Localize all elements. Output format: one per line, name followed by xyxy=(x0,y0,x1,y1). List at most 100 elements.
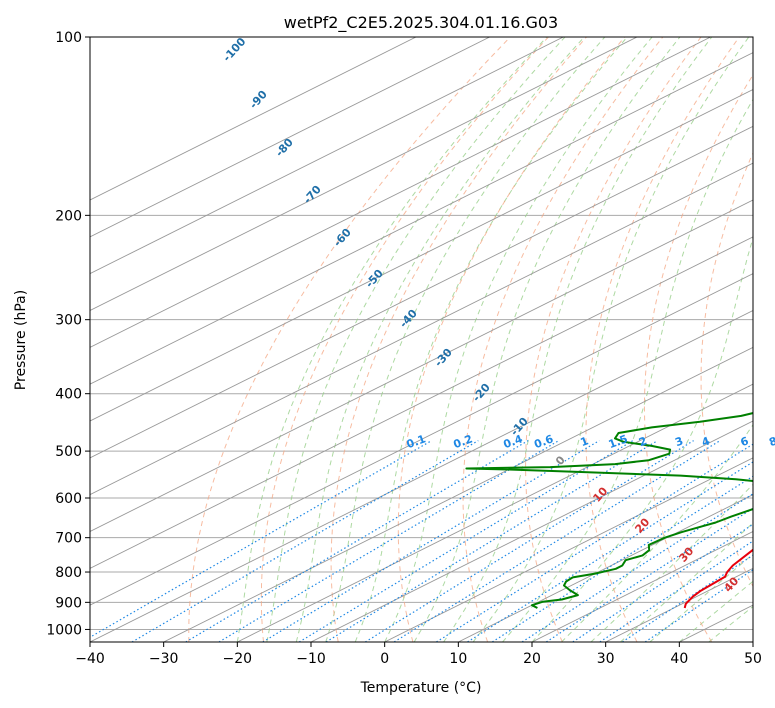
isotherm xyxy=(458,494,753,642)
isotherm xyxy=(90,37,417,201)
moist-adiabat xyxy=(354,37,628,642)
mixing-ratio-lines xyxy=(90,440,753,642)
moist-adiabat xyxy=(443,37,713,642)
isotherm xyxy=(90,37,564,275)
moist-adiabat xyxy=(502,98,753,642)
x-tick-label: 40 xyxy=(670,651,688,667)
mixing-ratio-label: 0.6 xyxy=(532,432,555,451)
y-tick-label: 100 xyxy=(55,30,82,46)
moist-adiabat xyxy=(295,37,585,642)
y-tick-label: 300 xyxy=(55,313,82,329)
moist-adiabat xyxy=(472,37,750,642)
x-tick-label: 30 xyxy=(597,651,615,667)
mixing-ratio-label: 1 xyxy=(579,434,591,449)
x-axis-ticks: −40 −30 −20 −10 0 10 20 30 40 50 xyxy=(75,642,762,667)
isotherm xyxy=(90,199,753,533)
mixing-ratio-line xyxy=(218,440,560,642)
dry-adiabat-label: 20 xyxy=(632,515,652,535)
mixing-ratio-line xyxy=(185,440,529,642)
y-axis-label: Pressure (hPa) xyxy=(13,290,29,390)
dry-adiabat xyxy=(756,37,775,642)
dry-adiabat xyxy=(260,37,549,642)
mixing-ratio-line xyxy=(298,440,634,642)
y-tick-label: 1000 xyxy=(46,622,82,638)
moist-adiabat xyxy=(708,605,753,642)
sounding-curves xyxy=(465,412,753,609)
plot-frame xyxy=(89,36,754,643)
y-tick-label: 700 xyxy=(55,531,82,547)
isotherm xyxy=(90,88,753,422)
isotherm xyxy=(90,37,638,311)
dry-adiabat xyxy=(525,37,702,642)
mixing-ratio-label: 8 xyxy=(767,434,775,449)
dry-adiabat xyxy=(700,151,753,588)
mixing-ratio-line xyxy=(262,440,600,642)
dry-adiabat-label: -90 xyxy=(247,88,270,112)
x-tick-label: −40 xyxy=(75,651,105,667)
dry-adiabat-label: -50 xyxy=(363,267,386,291)
x-tick-label: −10 xyxy=(296,651,326,667)
isotherm xyxy=(531,530,753,642)
mixing-ratio-label: 4 xyxy=(700,434,712,449)
y-tick-label: 900 xyxy=(55,595,82,611)
mixing-ratio-line xyxy=(622,554,753,642)
mixing-ratio-line xyxy=(545,507,753,642)
isotherm xyxy=(384,457,753,642)
isotherm xyxy=(90,236,753,569)
mixing-ratio-line xyxy=(467,461,753,642)
dry-adiabat-label: -100 xyxy=(220,35,248,64)
isotherm xyxy=(752,641,753,642)
moist-adiabat xyxy=(325,37,606,642)
mixing-ratio-line xyxy=(90,440,432,639)
x-tick-label: 10 xyxy=(449,651,467,667)
y-axis-ticks: 100 200 300 400 500 600 700 800 900 1000 xyxy=(46,30,90,638)
dry-adiabat xyxy=(188,37,511,642)
mixing-ratio-line xyxy=(436,443,753,642)
dry-adiabat xyxy=(585,37,740,642)
mixing-ratio-label: 0.1 xyxy=(405,432,428,451)
dry-adiabat-label: -40 xyxy=(397,307,420,331)
moist-adiabat xyxy=(678,580,753,642)
isotherm xyxy=(310,420,753,642)
x-axis-label: Temperature (°C) xyxy=(360,680,482,696)
isotherm xyxy=(237,383,753,642)
mixing-ratio-label: 2 xyxy=(637,434,649,449)
isobar-gridlines xyxy=(90,36,753,630)
moist-adiabat xyxy=(266,37,566,642)
isotherm xyxy=(90,309,753,642)
isotherm xyxy=(90,37,711,348)
moist-adiabat xyxy=(561,423,753,642)
y-tick-label: 800 xyxy=(55,565,82,581)
moist-adiabat xyxy=(531,236,753,642)
mixing-ratio-line xyxy=(491,475,753,642)
dry-adiabat-label: -80 xyxy=(273,136,296,160)
x-tick-label: −30 xyxy=(149,651,179,667)
x-tick-label: −20 xyxy=(223,651,253,667)
x-tick-label: 20 xyxy=(523,651,541,667)
moist-adiabat xyxy=(384,37,653,642)
mixing-ratio-line xyxy=(572,523,753,642)
mixing-ratio-line xyxy=(599,540,753,642)
mixing-ratio-label: 1.5 xyxy=(607,432,630,451)
mixing-ratio-label: 3 xyxy=(673,434,685,449)
isotherm xyxy=(90,37,490,238)
dry-adiabat-label: -30 xyxy=(432,346,455,370)
moist-adiabat xyxy=(620,522,753,642)
mixing-ratio-label: 6 xyxy=(739,434,751,449)
chart-title: wetPf2_C2E5.2025.304.01.16.G03 xyxy=(284,13,558,33)
mixing-ratio-line xyxy=(644,568,753,642)
y-tick-label: 600 xyxy=(55,491,82,507)
moist-adiabat xyxy=(649,553,753,642)
isotherm xyxy=(90,162,753,496)
dry-adiabat-label: -60 xyxy=(331,226,354,250)
isotherm xyxy=(90,52,753,385)
x-tick-label: 0 xyxy=(380,651,389,667)
mixing-ratio-label: 0.4 xyxy=(502,432,525,451)
mixing-ratio-line xyxy=(325,440,658,642)
dewpoint-curve xyxy=(465,412,753,609)
moist-adiabat xyxy=(236,37,548,642)
x-tick-label: 50 xyxy=(744,651,762,667)
dry-adiabat xyxy=(330,37,587,642)
isotherm xyxy=(90,273,753,606)
